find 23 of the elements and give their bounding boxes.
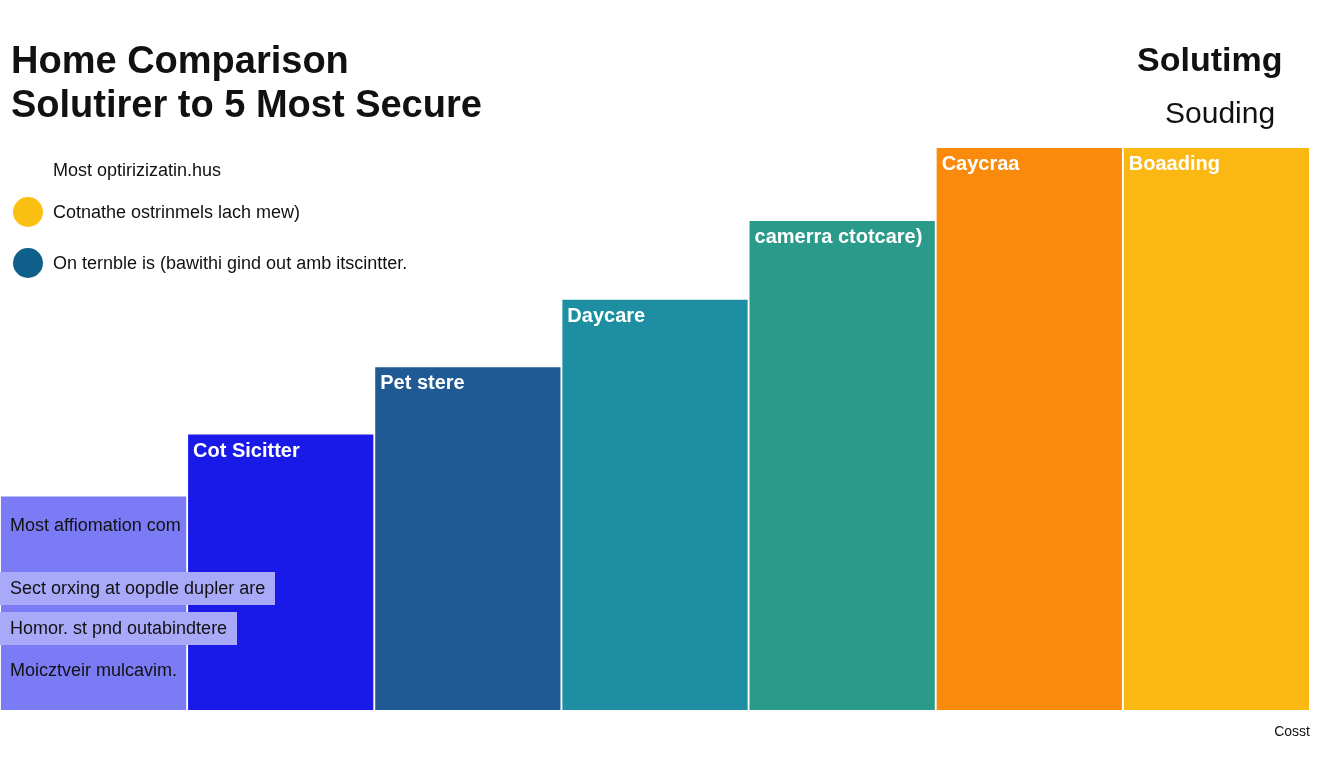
x-tick-label: Boaading: [1128, 152, 1220, 174]
x-tick-label: Pet stere: [380, 371, 465, 394]
x-axis-title: Cosst: [1274, 723, 1311, 739]
bar: [1123, 148, 1310, 710]
annotation: On ternble is (bawithi gind out amb itscintter.: [53, 253, 408, 274]
text: Solutimg: [1137, 40, 1283, 79]
annotation: Most optirizizatin.hus: [53, 160, 222, 181]
bar: [562, 299, 748, 710]
annotation: Moicztveir mulcavim.: [10, 660, 178, 681]
bar: [749, 221, 935, 710]
chart-subtitle: Solutirer to 5 Most Secure: [11, 83, 482, 125]
x-tick-label: Cot Sicitter: [193, 438, 300, 461]
chart-title: Home Comparison: [11, 39, 349, 81]
bar: [375, 367, 561, 710]
annotation: Most affiomation com: [10, 515, 181, 536]
bar: [936, 148, 1122, 710]
x-tick-label: Caycraa: [941, 152, 1021, 174]
annotation: Sect orxing at oopdle dupler are: [0, 572, 276, 605]
x-tick-label: camerra ctotcare): [754, 225, 923, 248]
annotation: Cotnathe ostrinmels lach mew): [53, 202, 301, 223]
x-tick-label: Daycare: [567, 303, 646, 326]
text: Souding: [1165, 96, 1276, 130]
annotation: Homor. st pnd outabindtere: [0, 612, 238, 645]
